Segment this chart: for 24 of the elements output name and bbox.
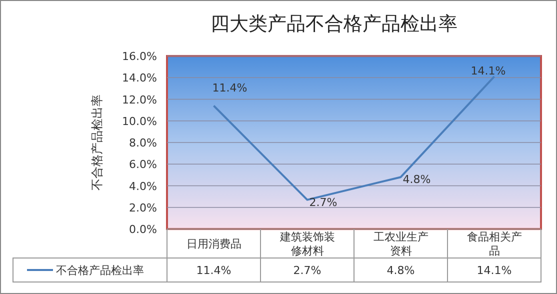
- y-axis-title: 不合格产品检出率: [90, 94, 104, 190]
- y-tick-label: 4.0%: [129, 180, 157, 193]
- text: 2.7%: [309, 196, 338, 209]
- y-tick-label: 16.0%: [122, 50, 157, 63]
- y-tick-label: 2.0%: [129, 201, 157, 214]
- x-tick-label: 建筑装饰装修材料: [278, 230, 335, 258]
- text: 14.1%: [470, 64, 506, 78]
- data-label: 2.7%: [293, 264, 322, 277]
- x-tick-label: 日用消费品: [186, 238, 242, 250]
- y-tick-label: 0.0%: [129, 223, 157, 236]
- data-label: 4.8%: [386, 264, 415, 277]
- x-tick-label: 食品相关产品: [466, 230, 522, 258]
- text: 4.8%: [402, 173, 431, 186]
- text: 11.4%: [212, 82, 248, 95]
- data-label: 14.1%: [476, 264, 512, 277]
- y-tick-label: 12.0%: [122, 93, 157, 106]
- y-tick-label: 10.0%: [122, 114, 157, 128]
- data-label: 11.4%: [196, 264, 232, 277]
- y-tick-label: 6.0%: [129, 158, 157, 172]
- chart-title: 四大类产品不合格产品检出率: [210, 13, 458, 35]
- x-tick-label: 工农业生产资料: [373, 230, 428, 258]
- y-tick-label: 8.0%: [129, 136, 157, 150]
- legend-label: 不合格产品检出率: [56, 264, 144, 277]
- y-tick-label: 14.0%: [122, 72, 157, 85]
